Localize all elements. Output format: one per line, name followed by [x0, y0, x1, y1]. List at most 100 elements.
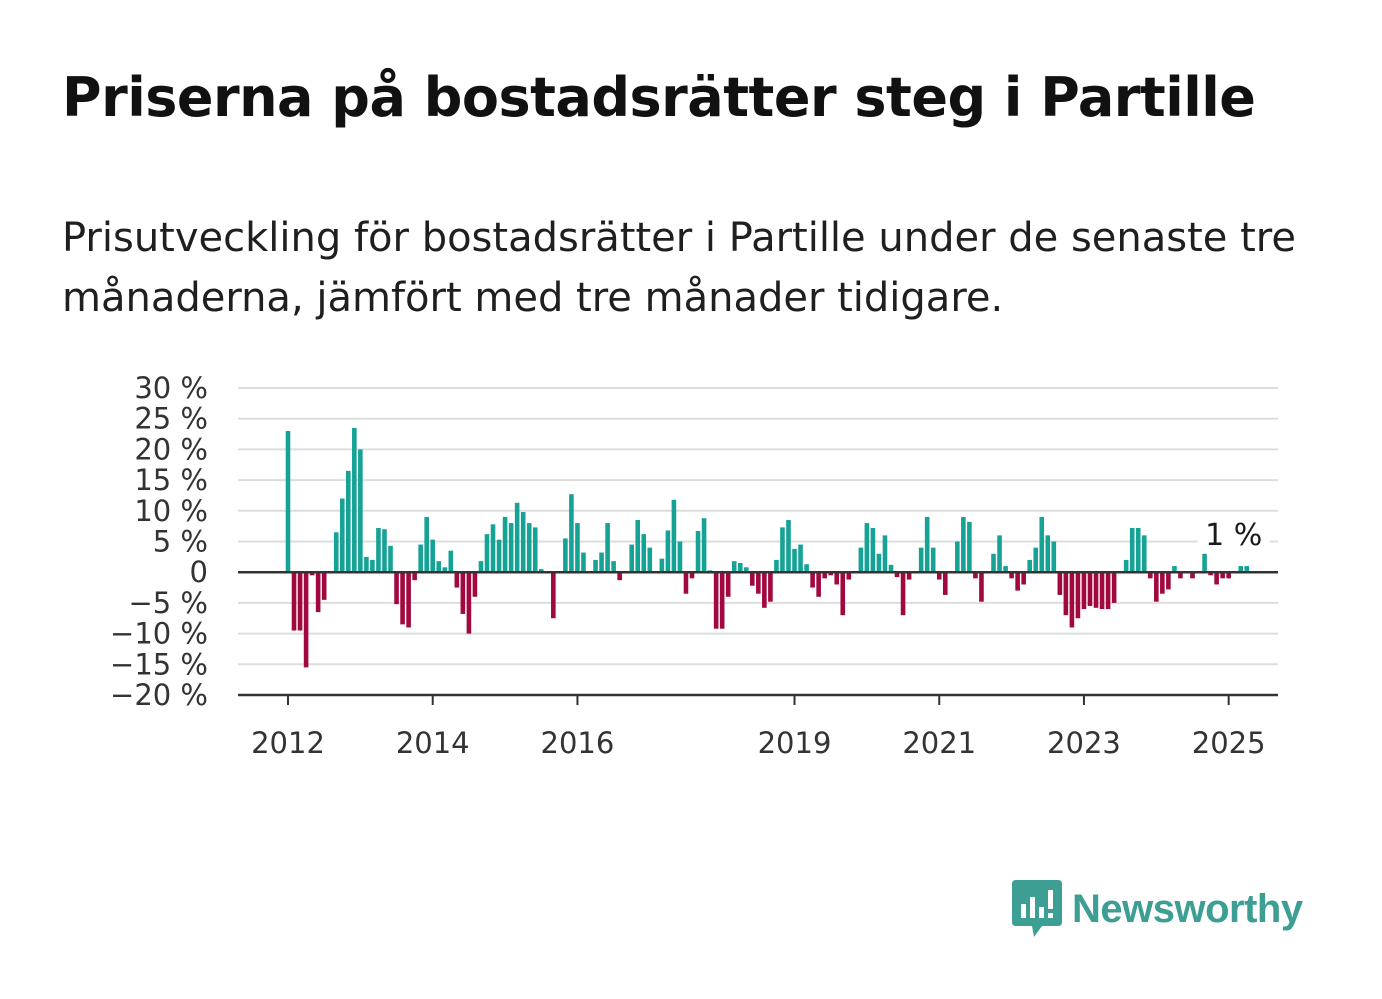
bar: [291, 572, 297, 631]
bar: [834, 572, 840, 585]
x-tick-label: 2019: [758, 726, 832, 760]
bar: [1111, 572, 1117, 603]
bar: [888, 564, 894, 573]
bar-chart: 30 %25 %20 %15 %10 %5 %0−5 %−10 %−15 %−2…: [110, 371, 1278, 760]
bar: [870, 527, 876, 573]
bar: [756, 572, 761, 594]
bar: [309, 572, 315, 576]
bar: [810, 572, 815, 588]
bar: [737, 562, 743, 573]
bar: [918, 547, 924, 573]
bar: [635, 520, 641, 573]
bar: [1063, 572, 1069, 616]
bar: [942, 572, 948, 595]
y-tick-label: −10 %: [110, 617, 208, 651]
bar: [768, 572, 773, 602]
bar: [1051, 541, 1057, 573]
bar: [713, 572, 719, 629]
bar: [466, 572, 472, 634]
bar: [593, 559, 598, 573]
bar: [1045, 535, 1051, 573]
y-tick-label: −20 %: [110, 678, 208, 712]
bar: [315, 572, 321, 613]
bar: [882, 535, 888, 573]
bar: [1238, 566, 1244, 573]
bar: [1166, 572, 1171, 590]
bar: [780, 527, 785, 573]
bar: [973, 572, 978, 579]
bar: [563, 538, 568, 573]
bar: [828, 572, 833, 576]
bar: [1099, 572, 1105, 610]
bar: [1147, 572, 1153, 579]
bar: [321, 572, 327, 600]
bar: [569, 494, 574, 573]
bar: [297, 572, 303, 631]
bar: [1033, 547, 1039, 573]
bar: [400, 572, 405, 625]
bar: [376, 527, 381, 573]
bar: [774, 559, 779, 573]
bar: [605, 523, 610, 573]
bar: [719, 572, 725, 629]
bar: [997, 535, 1002, 573]
bar: [762, 572, 767, 608]
bar: [961, 516, 966, 573]
y-tick-label: 15 %: [134, 463, 208, 497]
bar: [906, 572, 912, 580]
bar: [683, 572, 689, 594]
bar: [840, 572, 846, 616]
bar: [1075, 572, 1081, 619]
bar: [339, 498, 345, 573]
bar: [1027, 559, 1032, 573]
bar: [1069, 572, 1075, 628]
bar: [804, 564, 809, 573]
bar: [1039, 516, 1045, 573]
bar: [798, 544, 803, 573]
bar: [1214, 572, 1219, 585]
bar: [1244, 566, 1250, 573]
bar: [1202, 553, 1207, 573]
bar: [792, 548, 797, 573]
bar: [1178, 572, 1183, 579]
bar: [490, 524, 496, 573]
bar: [581, 552, 586, 573]
bar: [1226, 572, 1231, 579]
bar: [442, 567, 448, 573]
y-tick-label: −15 %: [110, 647, 208, 681]
x-tick-label: 2025: [1192, 726, 1266, 760]
bar: [1135, 527, 1141, 573]
bar: [641, 534, 647, 573]
bar: [659, 558, 665, 573]
bar: [930, 547, 936, 573]
y-tick-label: 0: [190, 555, 208, 589]
bar: [352, 427, 357, 573]
bar: [358, 449, 363, 573]
y-tick-label: 20 %: [134, 432, 208, 466]
annotation-label: 1 %: [1205, 518, 1262, 553]
bar: [677, 541, 683, 573]
bar: [460, 572, 466, 614]
x-tick-label: 2023: [1047, 726, 1121, 760]
bar: [454, 572, 460, 588]
bar: [822, 572, 827, 579]
bar: [894, 572, 900, 578]
brand-name: Newsworthy: [1072, 886, 1303, 931]
bar: [502, 516, 508, 573]
bar: [478, 561, 484, 573]
bar: [1160, 572, 1165, 594]
bar: [955, 541, 960, 573]
bar: [936, 572, 942, 580]
x-tick-label: 2012: [251, 726, 325, 760]
bar: [617, 572, 622, 581]
bar: [846, 572, 852, 580]
bar: [599, 552, 604, 573]
bar: [388, 545, 393, 573]
bar: [979, 572, 984, 602]
bar: [900, 572, 906, 616]
y-tick-label: 25 %: [134, 402, 208, 436]
bar: [671, 499, 677, 573]
chart-subtitle: Prisutveckling för bostadsrätter i Parti…: [62, 215, 1296, 321]
bar: [1208, 572, 1213, 576]
bar: [532, 527, 538, 573]
